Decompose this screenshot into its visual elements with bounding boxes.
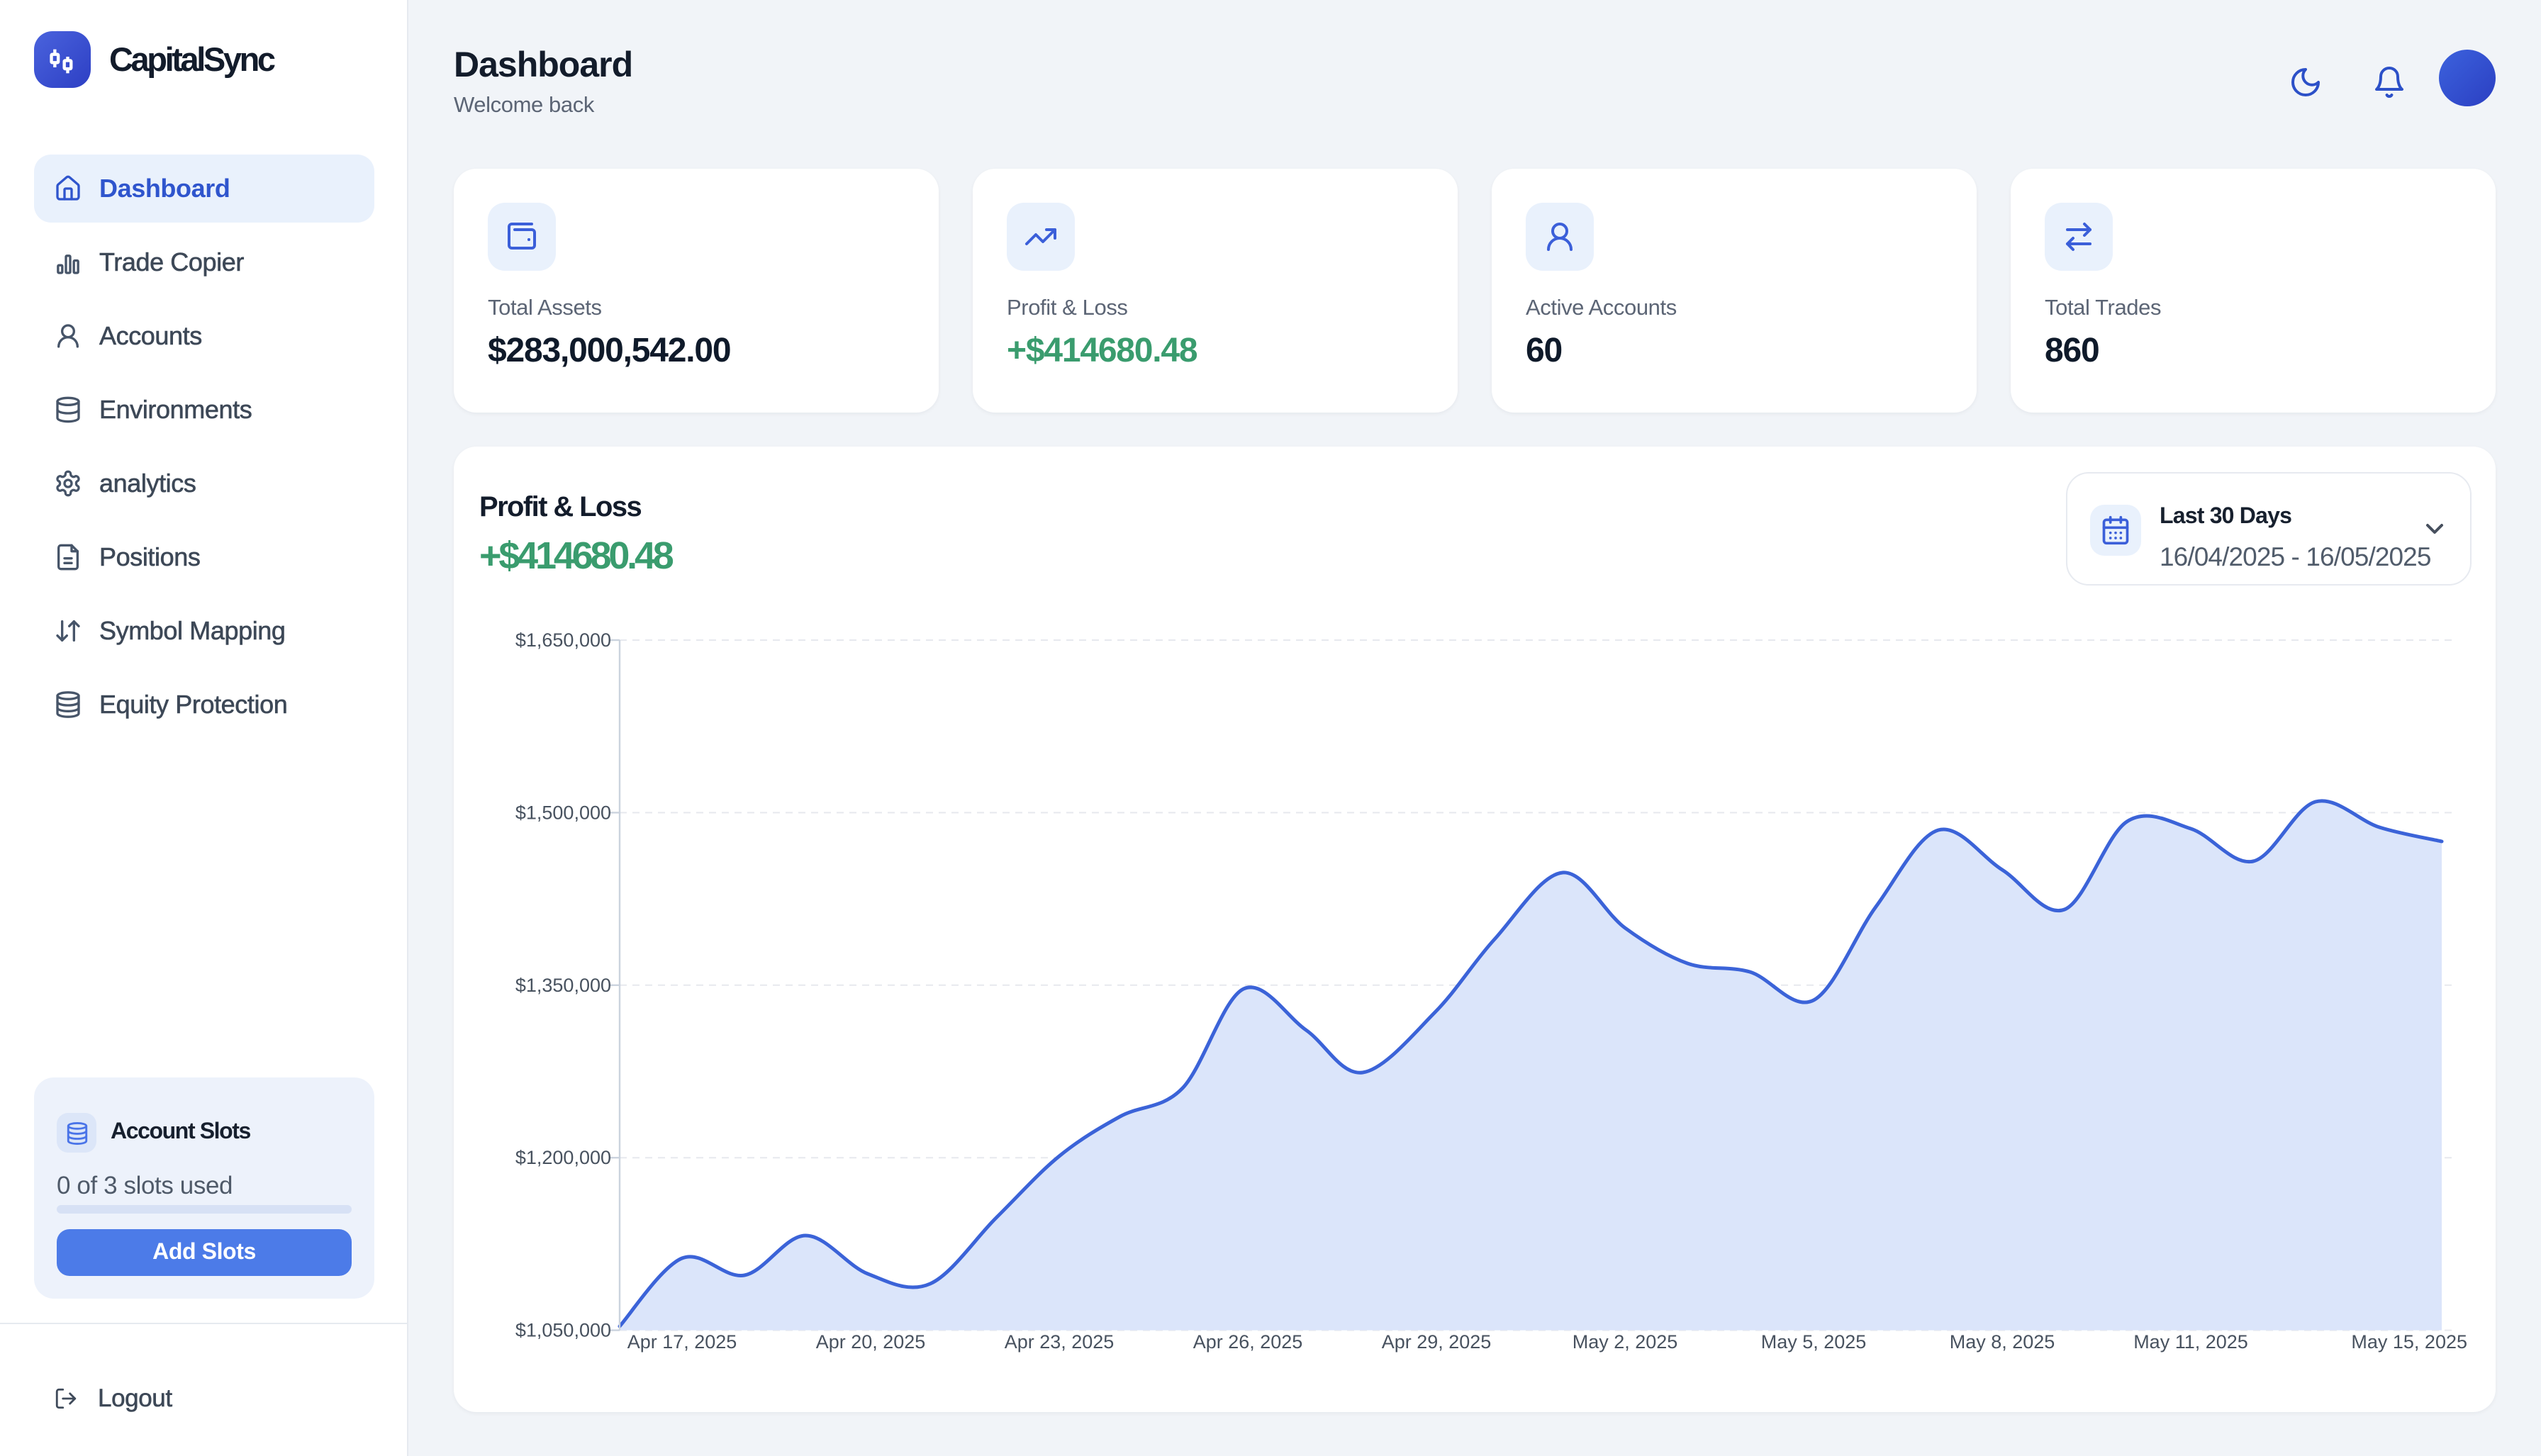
svg-text:Apr 29, 2025: Apr 29, 2025 — [1382, 1331, 1492, 1353]
svg-text:$1,500,000: $1,500,000 — [515, 802, 611, 823]
svg-text:May 8, 2025: May 8, 2025 — [1950, 1331, 2055, 1353]
svg-text:Apr 23, 2025: Apr 23, 2025 — [1005, 1331, 1115, 1353]
svg-text:Apr 26, 2025: Apr 26, 2025 — [1193, 1331, 1303, 1353]
svg-text:$1,200,000: $1,200,000 — [515, 1147, 611, 1168]
svg-text:$1,050,000: $1,050,000 — [515, 1320, 611, 1341]
svg-text:$1,350,000: $1,350,000 — [515, 975, 611, 996]
svg-text:$1,650,000: $1,650,000 — [515, 629, 611, 651]
svg-text:Apr 20, 2025: Apr 20, 2025 — [816, 1331, 926, 1353]
svg-text:May 11, 2025: May 11, 2025 — [2133, 1331, 2248, 1353]
svg-text:Apr 17, 2025: Apr 17, 2025 — [627, 1331, 737, 1353]
svg-text:May 15, 2025: May 15, 2025 — [2351, 1331, 2467, 1353]
svg-text:May 5, 2025: May 5, 2025 — [1761, 1331, 1867, 1353]
svg-text:May 2, 2025: May 2, 2025 — [1573, 1331, 1678, 1353]
